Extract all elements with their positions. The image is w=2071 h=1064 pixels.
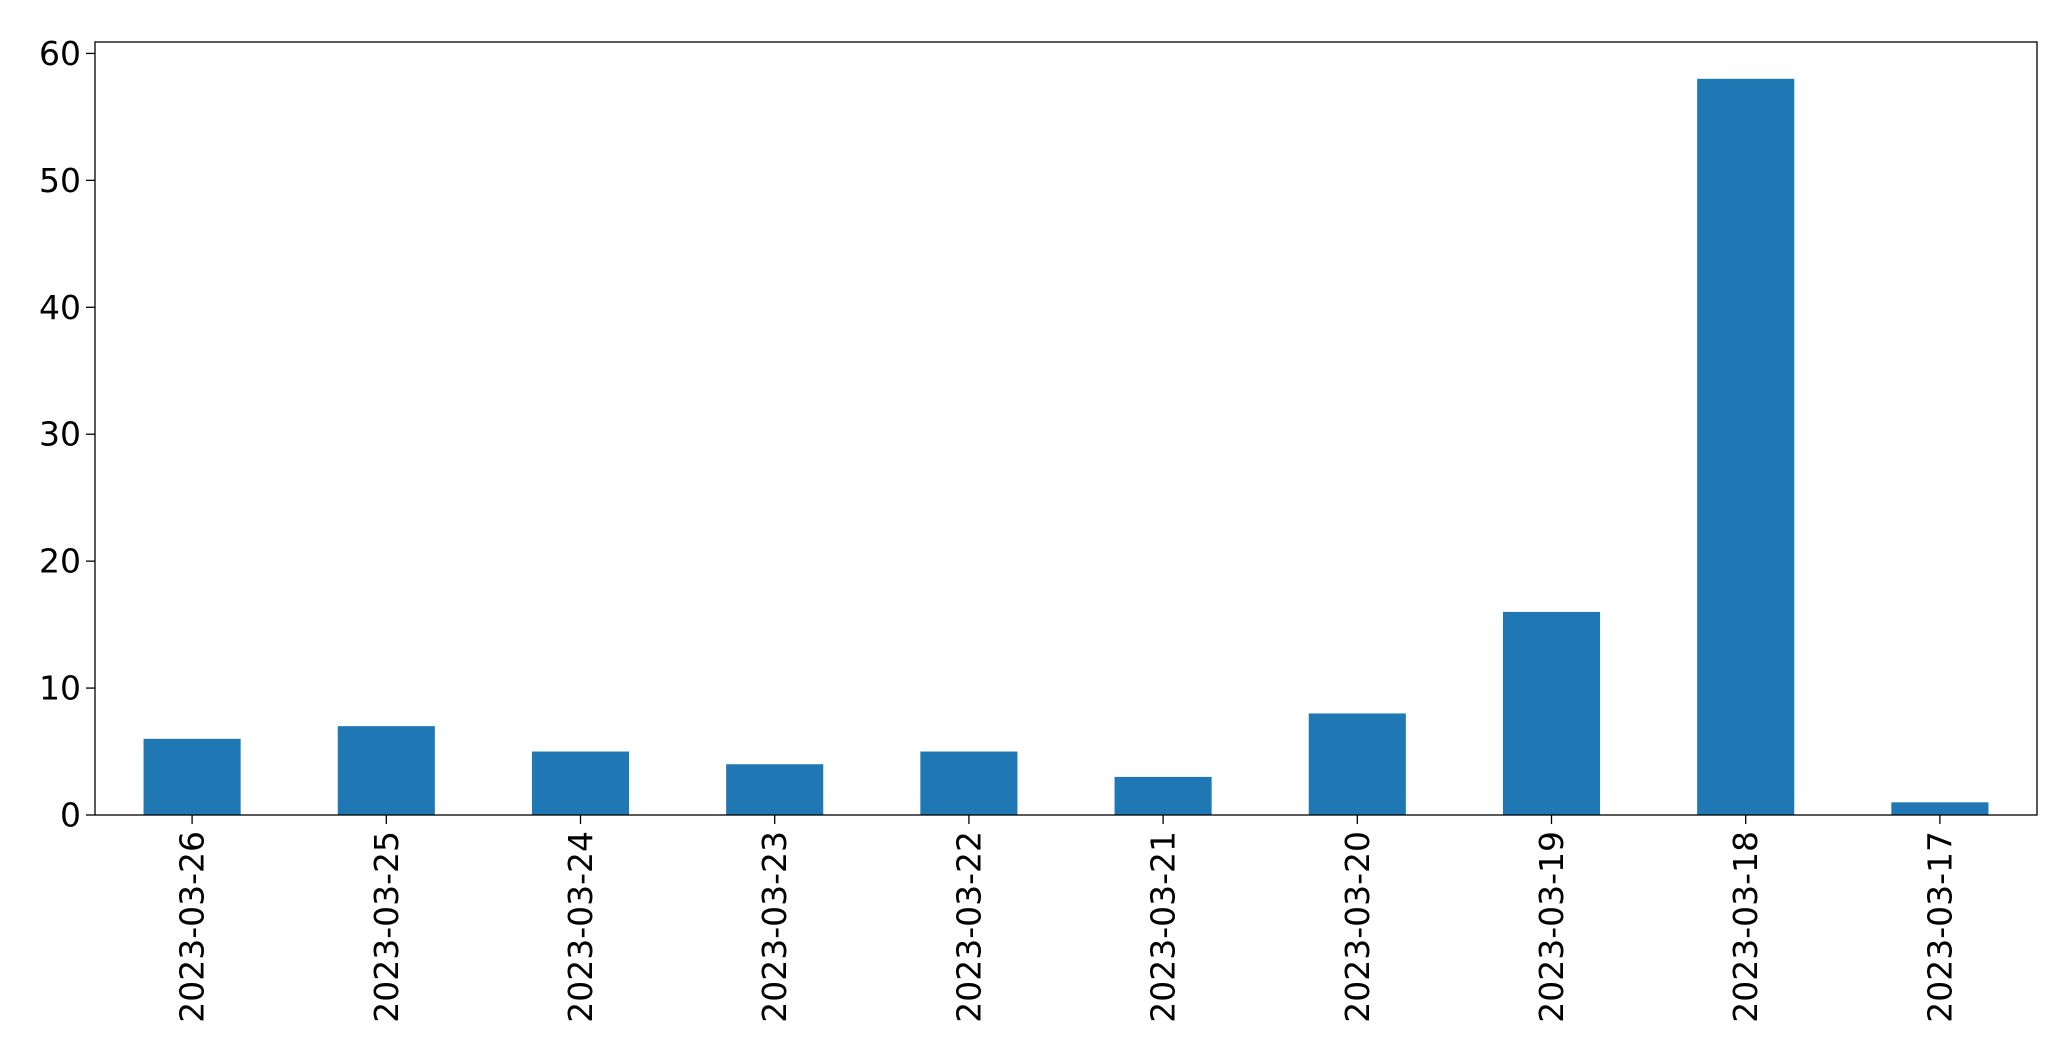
- bar: [726, 764, 824, 815]
- bar: [143, 738, 241, 815]
- x-tick-label: 2023-03-18: [1726, 831, 1765, 1023]
- bar: [1502, 611, 1601, 815]
- x-tick-label: 2023-03-24: [561, 831, 600, 1023]
- bars-group: [143, 78, 1989, 815]
- y-tick-label: 50: [39, 161, 81, 200]
- plot-frame: [94, 41, 2038, 816]
- y-tick-label: 40: [39, 288, 81, 327]
- bar: [531, 751, 630, 815]
- x-tick-label: 2023-03-19: [1532, 831, 1571, 1023]
- x-axis: 2023-03-26 2023-03-25 2023-03-24 2023-03-23…: [173, 815, 1959, 1023]
- bar: [337, 726, 435, 815]
- x-tick-label: 2023-03-21: [1144, 831, 1183, 1023]
- x-tick-label: 2023-03-25: [367, 831, 406, 1023]
- bar: [920, 751, 1018, 815]
- bar: [1114, 776, 1212, 815]
- x-tick-label: 2023-03-22: [949, 831, 988, 1023]
- bar: [1891, 802, 1989, 815]
- y-axis: 0 10 20 30 40 50 60: [39, 34, 95, 835]
- bar: [1697, 78, 1795, 815]
- bar: [1308, 713, 1406, 815]
- x-tick-label: 2023-03-17: [1920, 831, 1959, 1023]
- y-tick-label: 0: [60, 796, 81, 835]
- y-tick-label: 20: [39, 542, 81, 581]
- x-tick-label: 2023-03-23: [755, 831, 794, 1023]
- y-tick-label: 60: [39, 34, 81, 73]
- y-tick-label: 30: [39, 415, 81, 454]
- x-tick-label: 2023-03-20: [1338, 831, 1377, 1023]
- y-tick-label: 10: [39, 669, 81, 708]
- x-tick-label: 2023-03-26: [173, 831, 212, 1023]
